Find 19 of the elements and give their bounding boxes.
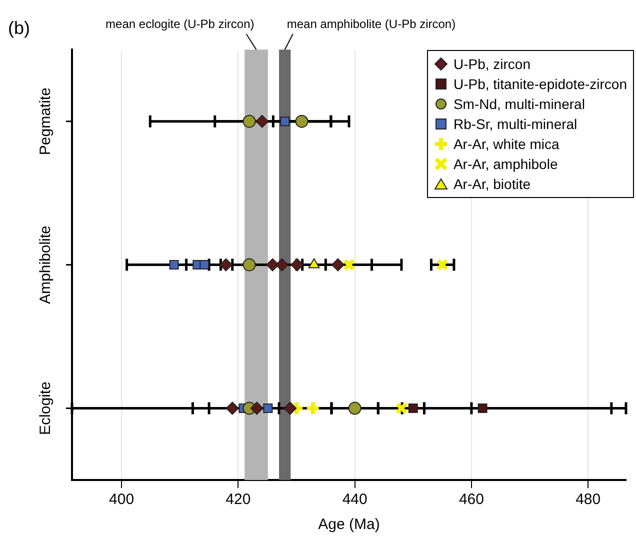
legend-label: Ar-Ar, biotite xyxy=(453,175,530,194)
band-label: mean amphibolite (U-Pb zircon) xyxy=(286,17,456,31)
y-tick-label: Eclogite xyxy=(37,382,54,435)
x-axis-title: Age (Ma) xyxy=(318,516,380,534)
chart-title: (b) xyxy=(8,18,30,38)
legend-label: U-Pb, titanite-epidote-zircon xyxy=(453,75,627,94)
legend-label: Ar-Ar, amphibole xyxy=(453,155,558,174)
legend-label: U-Pb, zircon xyxy=(453,55,530,74)
x-tick-label: 480 xyxy=(576,491,601,508)
x-tick-label: 420 xyxy=(226,491,251,508)
y-tick-label: Amphibolite xyxy=(37,226,54,304)
x-tick-label: 440 xyxy=(342,491,368,508)
legend-label: Rb-Sr, multi-mineral xyxy=(453,115,578,134)
x-tick-label: 400 xyxy=(109,491,134,508)
legend-label: Sm-Nd, multi-mineral xyxy=(453,95,585,114)
band-label: mean eclogite (U-Pb zircon) xyxy=(106,17,254,31)
legend-label: Ar-Ar, white mica xyxy=(453,135,560,154)
x-tick-label: 460 xyxy=(458,491,484,508)
y-tick-label: Pegmatite xyxy=(37,88,54,156)
